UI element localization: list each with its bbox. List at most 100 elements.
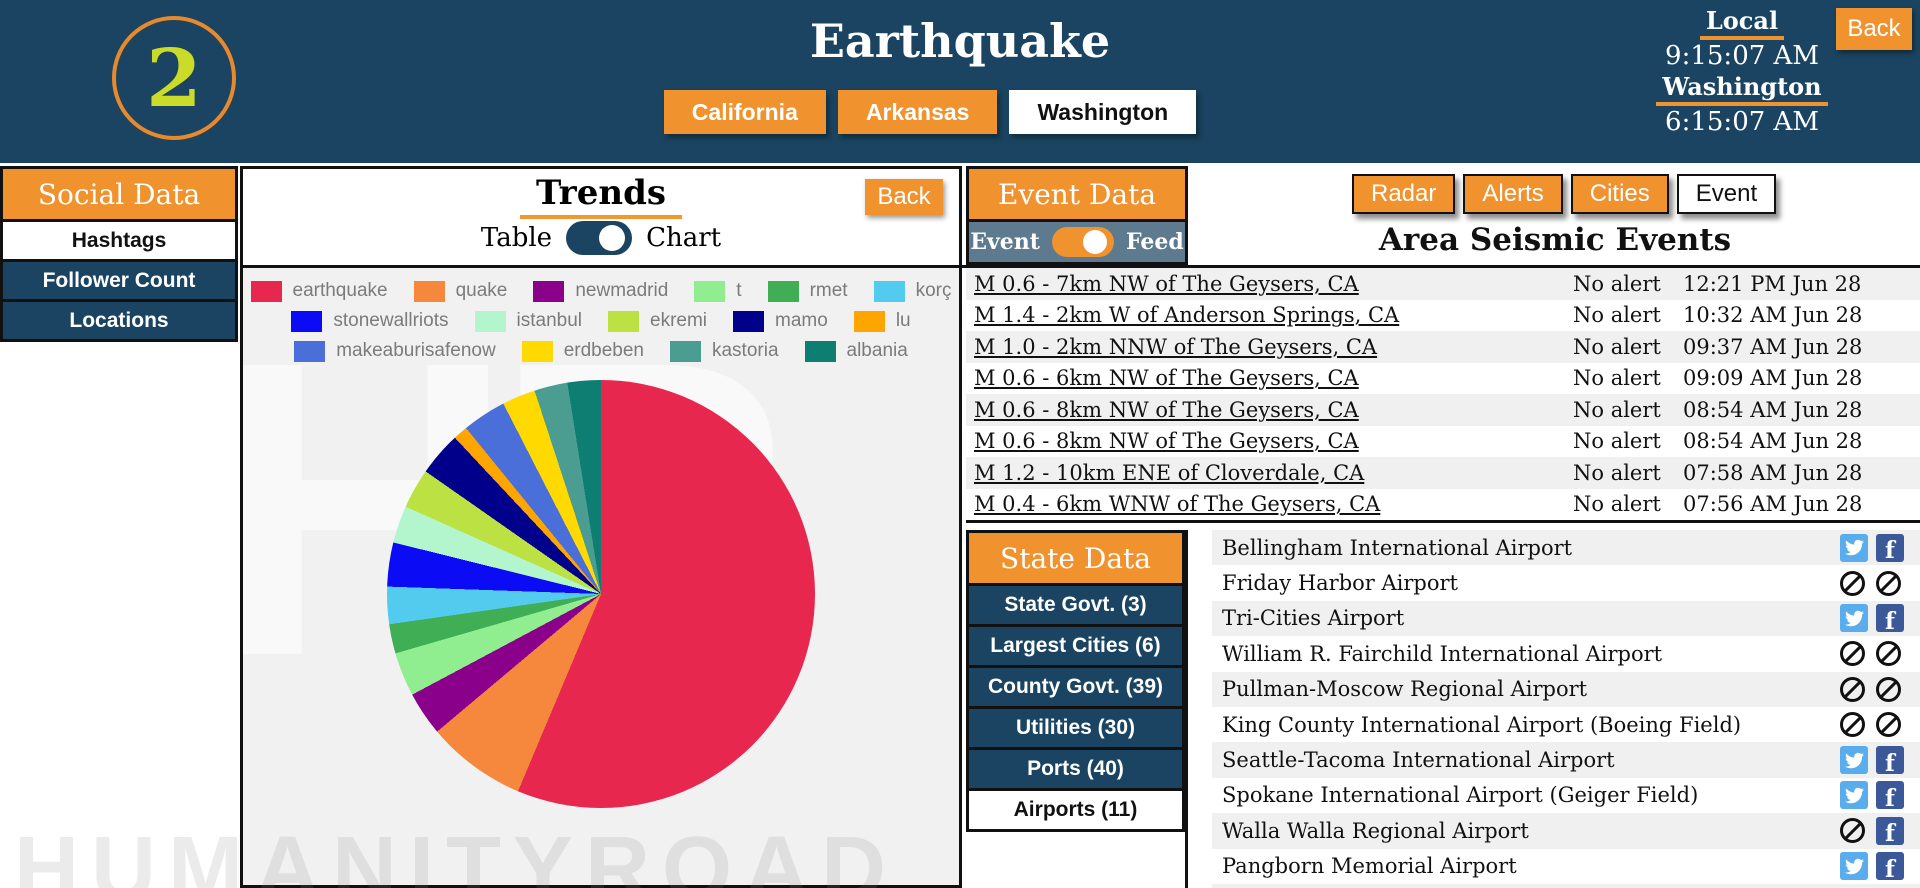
twitter-icon[interactable] bbox=[1840, 852, 1868, 881]
seismic-event-link[interactable]: M 1.0 - 2km NNW of The Geysers, CA bbox=[974, 334, 1378, 359]
social-data-title: Social Data bbox=[0, 166, 238, 222]
state-item-state-govt-3-[interactable]: State Govt. (3) bbox=[966, 586, 1185, 627]
toggle-knob bbox=[599, 225, 626, 251]
legend-label: stonewallriots bbox=[333, 310, 449, 331]
no-twitter-icon bbox=[1840, 818, 1865, 844]
event-time: 07:56 AM Jun 28 bbox=[1683, 492, 1863, 517]
section-divider bbox=[962, 265, 1920, 268]
tab-arkansas[interactable]: Arkansas bbox=[837, 90, 998, 134]
facebook-icon[interactable]: f bbox=[1876, 604, 1904, 635]
legend-swatch bbox=[250, 280, 282, 302]
trends-pie-chart[interactable] bbox=[387, 380, 815, 808]
twitter-icon[interactable] bbox=[1840, 604, 1868, 633]
map-button-alerts[interactable]: Alerts bbox=[1463, 174, 1563, 214]
legend-swatch bbox=[294, 340, 326, 362]
event-time: 10:32 AM Jun 28 bbox=[1683, 303, 1863, 328]
legend-item-quake[interactable]: quake bbox=[413, 280, 507, 302]
alert-status: No alert bbox=[1573, 397, 1661, 422]
local-clock-label: Local bbox=[1699, 6, 1785, 40]
seismic-event-link[interactable]: M 1.4 - 2km W of Anderson Springs, CA bbox=[974, 303, 1400, 328]
map-layer-buttons: Radar Alerts Cities Event bbox=[1352, 174, 1777, 214]
map-button-radar[interactable]: Radar bbox=[1352, 174, 1456, 214]
airport-name: Spokane International Airport (Geiger Fi… bbox=[1222, 783, 1699, 808]
event-feed-toggle[interactable] bbox=[1051, 227, 1114, 257]
legend-swatch bbox=[608, 310, 639, 332]
back-button[interactable]: Back bbox=[1836, 8, 1912, 50]
airport-row: Tri-Cities Airport f bbox=[1212, 600, 1920, 637]
legend-item-rmet[interactable]: rmet bbox=[767, 280, 848, 302]
airport-name: Seattle-Tacoma International Airport bbox=[1222, 748, 1615, 773]
legend-label: t bbox=[736, 280, 742, 301]
legend-label: newmadrid bbox=[575, 280, 669, 301]
legend-item-kastoria[interactable]: kastoria bbox=[669, 340, 779, 362]
sidebar-item-locations[interactable]: Locations bbox=[0, 302, 238, 342]
legend-item-istanbul[interactable]: istanbul bbox=[474, 310, 583, 332]
no-twitter-icon bbox=[1840, 712, 1865, 738]
state-item-county-govt-39-[interactable]: County Govt. (39) bbox=[966, 668, 1185, 709]
legend-item-ekremi[interactable]: ekremi bbox=[608, 310, 707, 332]
toggle-label-feed: Feed bbox=[1125, 229, 1184, 255]
map-button-event[interactable]: Event bbox=[1676, 174, 1777, 214]
legend-item-stonewallriots[interactable]: stonewallriots bbox=[291, 310, 449, 332]
table-chart-toggle-row: Table Chart bbox=[243, 221, 959, 255]
event-time: 07:58 AM Jun 28 bbox=[1683, 460, 1863, 485]
twitter-icon[interactable] bbox=[1840, 533, 1868, 562]
airport-name: Pullman-Moscow Regional Airport bbox=[1222, 677, 1588, 702]
no-twitter-icon bbox=[1840, 641, 1865, 667]
facebook-icon[interactable]: f bbox=[1876, 816, 1904, 847]
airport-row: Pullman-Moscow Regional Airport bbox=[1212, 671, 1920, 707]
table-chart-toggle[interactable] bbox=[566, 221, 633, 255]
legend-item-lu[interactable]: lu bbox=[853, 310, 911, 332]
event-time: 09:37 AM Jun 28 bbox=[1683, 334, 1863, 359]
state-item-largest-cities-6-[interactable]: Largest Cities (6) bbox=[966, 627, 1185, 668]
state-item-ports-40-[interactable]: Ports (40) bbox=[966, 750, 1185, 791]
airport-name: Pangborn Memorial Airport bbox=[1222, 854, 1517, 879]
clock-block: Local 9:15:07 AM Washington 6:15:07 AM bbox=[1652, 6, 1832, 138]
sidebar-item-follower-count[interactable]: Follower Count bbox=[0, 262, 238, 302]
legend-swatch bbox=[413, 280, 445, 302]
facebook-icon[interactable]: f bbox=[1876, 781, 1904, 812]
twitter-icon[interactable] bbox=[1840, 781, 1868, 810]
legend-swatch bbox=[474, 310, 506, 332]
seismic-event-link[interactable]: M 1.2 - 10km ENE of Cloverdale, CA bbox=[974, 460, 1365, 485]
legend-item-albania[interactable]: albania bbox=[804, 340, 908, 362]
legend-item-earthquake[interactable]: earthquake bbox=[250, 280, 388, 302]
facebook-icon[interactable]: f bbox=[1876, 852, 1904, 883]
seismic-row: M 1.2 - 10km ENE of Cloverdale, CA No ale… bbox=[966, 457, 1920, 489]
legend-item-t[interactable]: t bbox=[694, 280, 742, 302]
legend-item-kor-[interactable]: korç bbox=[873, 280, 951, 302]
local-clock-time: 9:15:07 AM bbox=[1665, 41, 1819, 71]
twitter-icon[interactable] bbox=[1840, 746, 1868, 775]
alert-status: No alert bbox=[1573, 366, 1661, 391]
legend-item-newmadrid[interactable]: newmadrid bbox=[533, 280, 668, 302]
tab-washington[interactable]: Washington bbox=[1009, 90, 1197, 134]
seismic-events-list: M 0.6 - 7km NW of The Geysers, CA No aler… bbox=[966, 268, 1920, 523]
legend-item-mamo[interactable]: mamo bbox=[733, 310, 828, 332]
legend-item-erdbeben[interactable]: erdbeben bbox=[521, 340, 644, 362]
state-item-airports-11-[interactable]: Airports (11) bbox=[966, 791, 1185, 832]
airport-row: William R. Fairchild International Airpo… bbox=[1212, 636, 1920, 672]
seismic-event-link[interactable]: M 0.6 - 8km NW of The Geysers, CA bbox=[974, 429, 1359, 454]
page-title: Earthquake bbox=[809, 14, 1111, 68]
trends-back-button[interactable]: Back bbox=[865, 179, 943, 215]
state-data-title: State Data bbox=[966, 530, 1185, 586]
trends-title: Trends bbox=[243, 169, 959, 219]
legend-row: stonewallriots istanbul ekremi mamo lu bbox=[243, 306, 959, 336]
legend-item-makeaburisafenow[interactable]: makeaburisafenow bbox=[294, 340, 496, 362]
seismic-event-link[interactable]: M 0.6 - 8km NW of The Geysers, CA bbox=[974, 397, 1359, 422]
facebook-icon[interactable]: f bbox=[1876, 746, 1904, 777]
legend-swatch bbox=[694, 280, 726, 302]
tab-california[interactable]: California bbox=[663, 90, 826, 134]
facebook-icon[interactable]: f bbox=[1876, 533, 1904, 564]
event-time: 08:54 AM Jun 28 bbox=[1683, 397, 1863, 422]
map-button-cities[interactable]: Cities bbox=[1570, 174, 1669, 214]
seismic-event-link[interactable]: M 0.6 - 7km NW of The Geysers, CA bbox=[974, 271, 1359, 296]
trends-panel: Trends Back Table Chart HR earthquakequa… bbox=[240, 166, 962, 888]
legend-label: istanbul bbox=[516, 310, 583, 331]
no-facebook-icon bbox=[1876, 676, 1901, 702]
sidebar-item-hashtags[interactable]: Hashtags bbox=[0, 222, 238, 262]
airport-name: Friday Harbor Airport bbox=[1222, 571, 1458, 596]
state-item-utilities-30-[interactable]: Utilities (30) bbox=[966, 709, 1185, 750]
seismic-event-link[interactable]: M 0.4 - 6km WNW of The Geysers, CA bbox=[974, 492, 1381, 517]
seismic-event-link[interactable]: M 0.6 - 6km NW of The Geysers, CA bbox=[974, 366, 1359, 391]
